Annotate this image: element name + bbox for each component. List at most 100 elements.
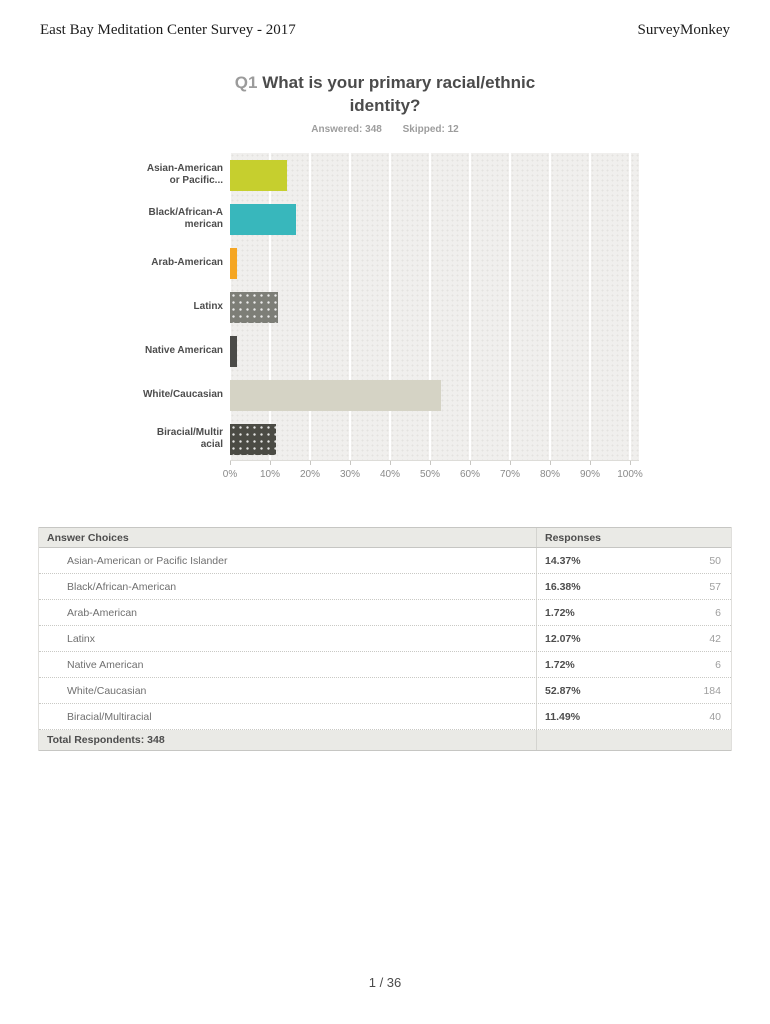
- category-label: Biracial/Multir acial: [156, 426, 223, 451]
- gridline: [429, 153, 431, 460]
- survey-title: East Bay Meditation Center Survey - 2017: [40, 22, 296, 38]
- chart-bar: [230, 203, 296, 235]
- answer-choices-header: Answer Choices: [47, 531, 129, 544]
- responses-cell: 52.87% 184: [536, 678, 731, 703]
- x-tick-mark: [590, 461, 591, 465]
- responses-cell: 11.49% 40: [536, 704, 731, 729]
- x-tick-mark: [230, 461, 231, 465]
- category-label: Latinx: [193, 300, 223, 312]
- category-label: White/Caucasian: [142, 388, 223, 400]
- x-tick-mark: [270, 461, 271, 465]
- chart-category-labels: Asian-American or Pacific... Black/African…: [133, 153, 223, 485]
- answer-choice-cell: Native American: [67, 658, 144, 671]
- category-label: Native American: [145, 344, 223, 356]
- table-body: Asian-American or Pacific Islander 14.37…: [39, 548, 731, 730]
- table-row: Biracial/Multiracial 11.49% 40: [39, 704, 731, 730]
- table-row: White/Caucasian 52.87% 184: [39, 678, 731, 704]
- gridline: [589, 153, 591, 460]
- response-count: 6: [715, 606, 721, 619]
- responses-cell: 16.38% 57: [536, 574, 731, 599]
- response-stats: Answered: 348 Skipped: 12: [0, 124, 770, 135]
- response-count: 184: [703, 684, 721, 697]
- chart-bar: [230, 291, 279, 323]
- answer-choice-cell: Arab-American: [67, 606, 138, 619]
- question-title-block: Q1 What is your primary racial/ethnic id…: [0, 72, 770, 118]
- answer-choice-cell: Asian-American or Pacific Islander: [67, 554, 228, 567]
- x-tick-label: 40%: [379, 469, 401, 480]
- response-percent: 1.72%: [545, 658, 575, 671]
- response-percent: 12.07%: [545, 632, 581, 645]
- table-row: Latinx 12.07% 42: [39, 626, 731, 652]
- table-row: Black/African-American 16.38% 57: [39, 574, 731, 600]
- x-tick-label: 0%: [222, 469, 238, 480]
- surveymonkey-brand: SurveyMonkey: [637, 22, 731, 38]
- response-count: 57: [709, 580, 721, 593]
- x-tick-label: 70%: [499, 469, 521, 480]
- responses-cell: 1.72% 6: [536, 652, 731, 677]
- gridline: [509, 153, 511, 460]
- response-percent: 52.87%: [545, 684, 581, 697]
- response-count: 42: [709, 632, 721, 645]
- x-tick-mark: [630, 461, 631, 465]
- x-tick-mark: [510, 461, 511, 465]
- response-percent: 11.49%: [545, 710, 581, 723]
- question-number: Q1: [234, 73, 258, 92]
- x-tick-mark: [390, 461, 391, 465]
- total-respondents-label: Total Respondents: 348: [47, 734, 165, 746]
- question-title: What is your primary racial/ethnic ident…: [262, 73, 536, 115]
- gridline: [389, 153, 391, 460]
- chart-bar: [230, 379, 442, 411]
- category-label: Black/African-A merican: [148, 206, 223, 231]
- chart-plot-area: 0% 10% 20% 30% 40% 50% 60% 70% 80% 90% 100%: [223, 153, 643, 485]
- responses-header: Responses: [536, 528, 731, 547]
- bar-chart: Asian-American or Pacific... Black/African…: [133, 153, 643, 485]
- response-count: 40: [709, 710, 721, 723]
- x-tick-mark: [430, 461, 431, 465]
- x-tick-label: 10%: [259, 469, 281, 480]
- table-row: Native American 1.72% 6: [39, 652, 731, 678]
- gridline: [629, 153, 631, 460]
- x-tick-mark: [310, 461, 311, 465]
- answer-choice-cell: Latinx: [67, 632, 96, 645]
- response-percent: 16.38%: [545, 580, 581, 593]
- answer-choice-cell: Biracial/Multiracial: [67, 710, 152, 723]
- responses-cell: 1.72% 6: [536, 600, 731, 625]
- total-row-spacer: [536, 730, 731, 750]
- chart-plot: [230, 153, 639, 461]
- response-percent: 1.72%: [545, 606, 575, 619]
- gridline: [549, 153, 551, 460]
- response-percent: 14.37%: [545, 554, 581, 567]
- results-table: Answer Choices Responses Asian-American …: [38, 527, 732, 751]
- x-tick-label: 80%: [539, 469, 561, 480]
- x-tick-label: 60%: [459, 469, 481, 480]
- page-number: 1 / 36: [368, 975, 402, 990]
- x-tick-label: 30%: [339, 469, 361, 480]
- chart-bar: [230, 335, 237, 367]
- x-tick-label: 20%: [299, 469, 321, 480]
- gridline: [349, 153, 351, 460]
- category-label: Arab-American: [151, 256, 223, 268]
- table-total-row: Total Respondents: 348: [39, 730, 731, 751]
- x-tick-label: 100%: [617, 469, 643, 480]
- table-row: Asian-American or Pacific Islander 14.37…: [39, 548, 731, 574]
- chart-bar: [230, 247, 237, 279]
- gridline: [309, 153, 311, 460]
- response-count: 50: [709, 554, 721, 567]
- answer-choice-cell: White/Caucasian: [67, 684, 147, 697]
- table-header-row: Answer Choices Responses: [39, 527, 731, 548]
- chart-bar: [230, 423, 276, 455]
- x-tick-mark: [470, 461, 471, 465]
- x-tick-label: 50%: [419, 469, 441, 480]
- table-row: Arab-American 1.72% 6: [39, 600, 731, 626]
- responses-cell: 14.37% 50: [536, 548, 731, 573]
- answered-count: Answered: 348: [311, 124, 382, 135]
- answer-choice-cell: Black/African-American: [67, 580, 177, 593]
- x-tick-mark: [350, 461, 351, 465]
- response-count: 6: [715, 658, 721, 671]
- x-tick-mark: [550, 461, 551, 465]
- category-label: Asian-American or Pacific...: [146, 162, 223, 187]
- skipped-count: Skipped: 12: [402, 124, 459, 135]
- chart-bar: [230, 159, 288, 191]
- chart-x-axis: 0% 10% 20% 30% 40% 50% 60% 70% 80% 90% 100%: [223, 461, 643, 485]
